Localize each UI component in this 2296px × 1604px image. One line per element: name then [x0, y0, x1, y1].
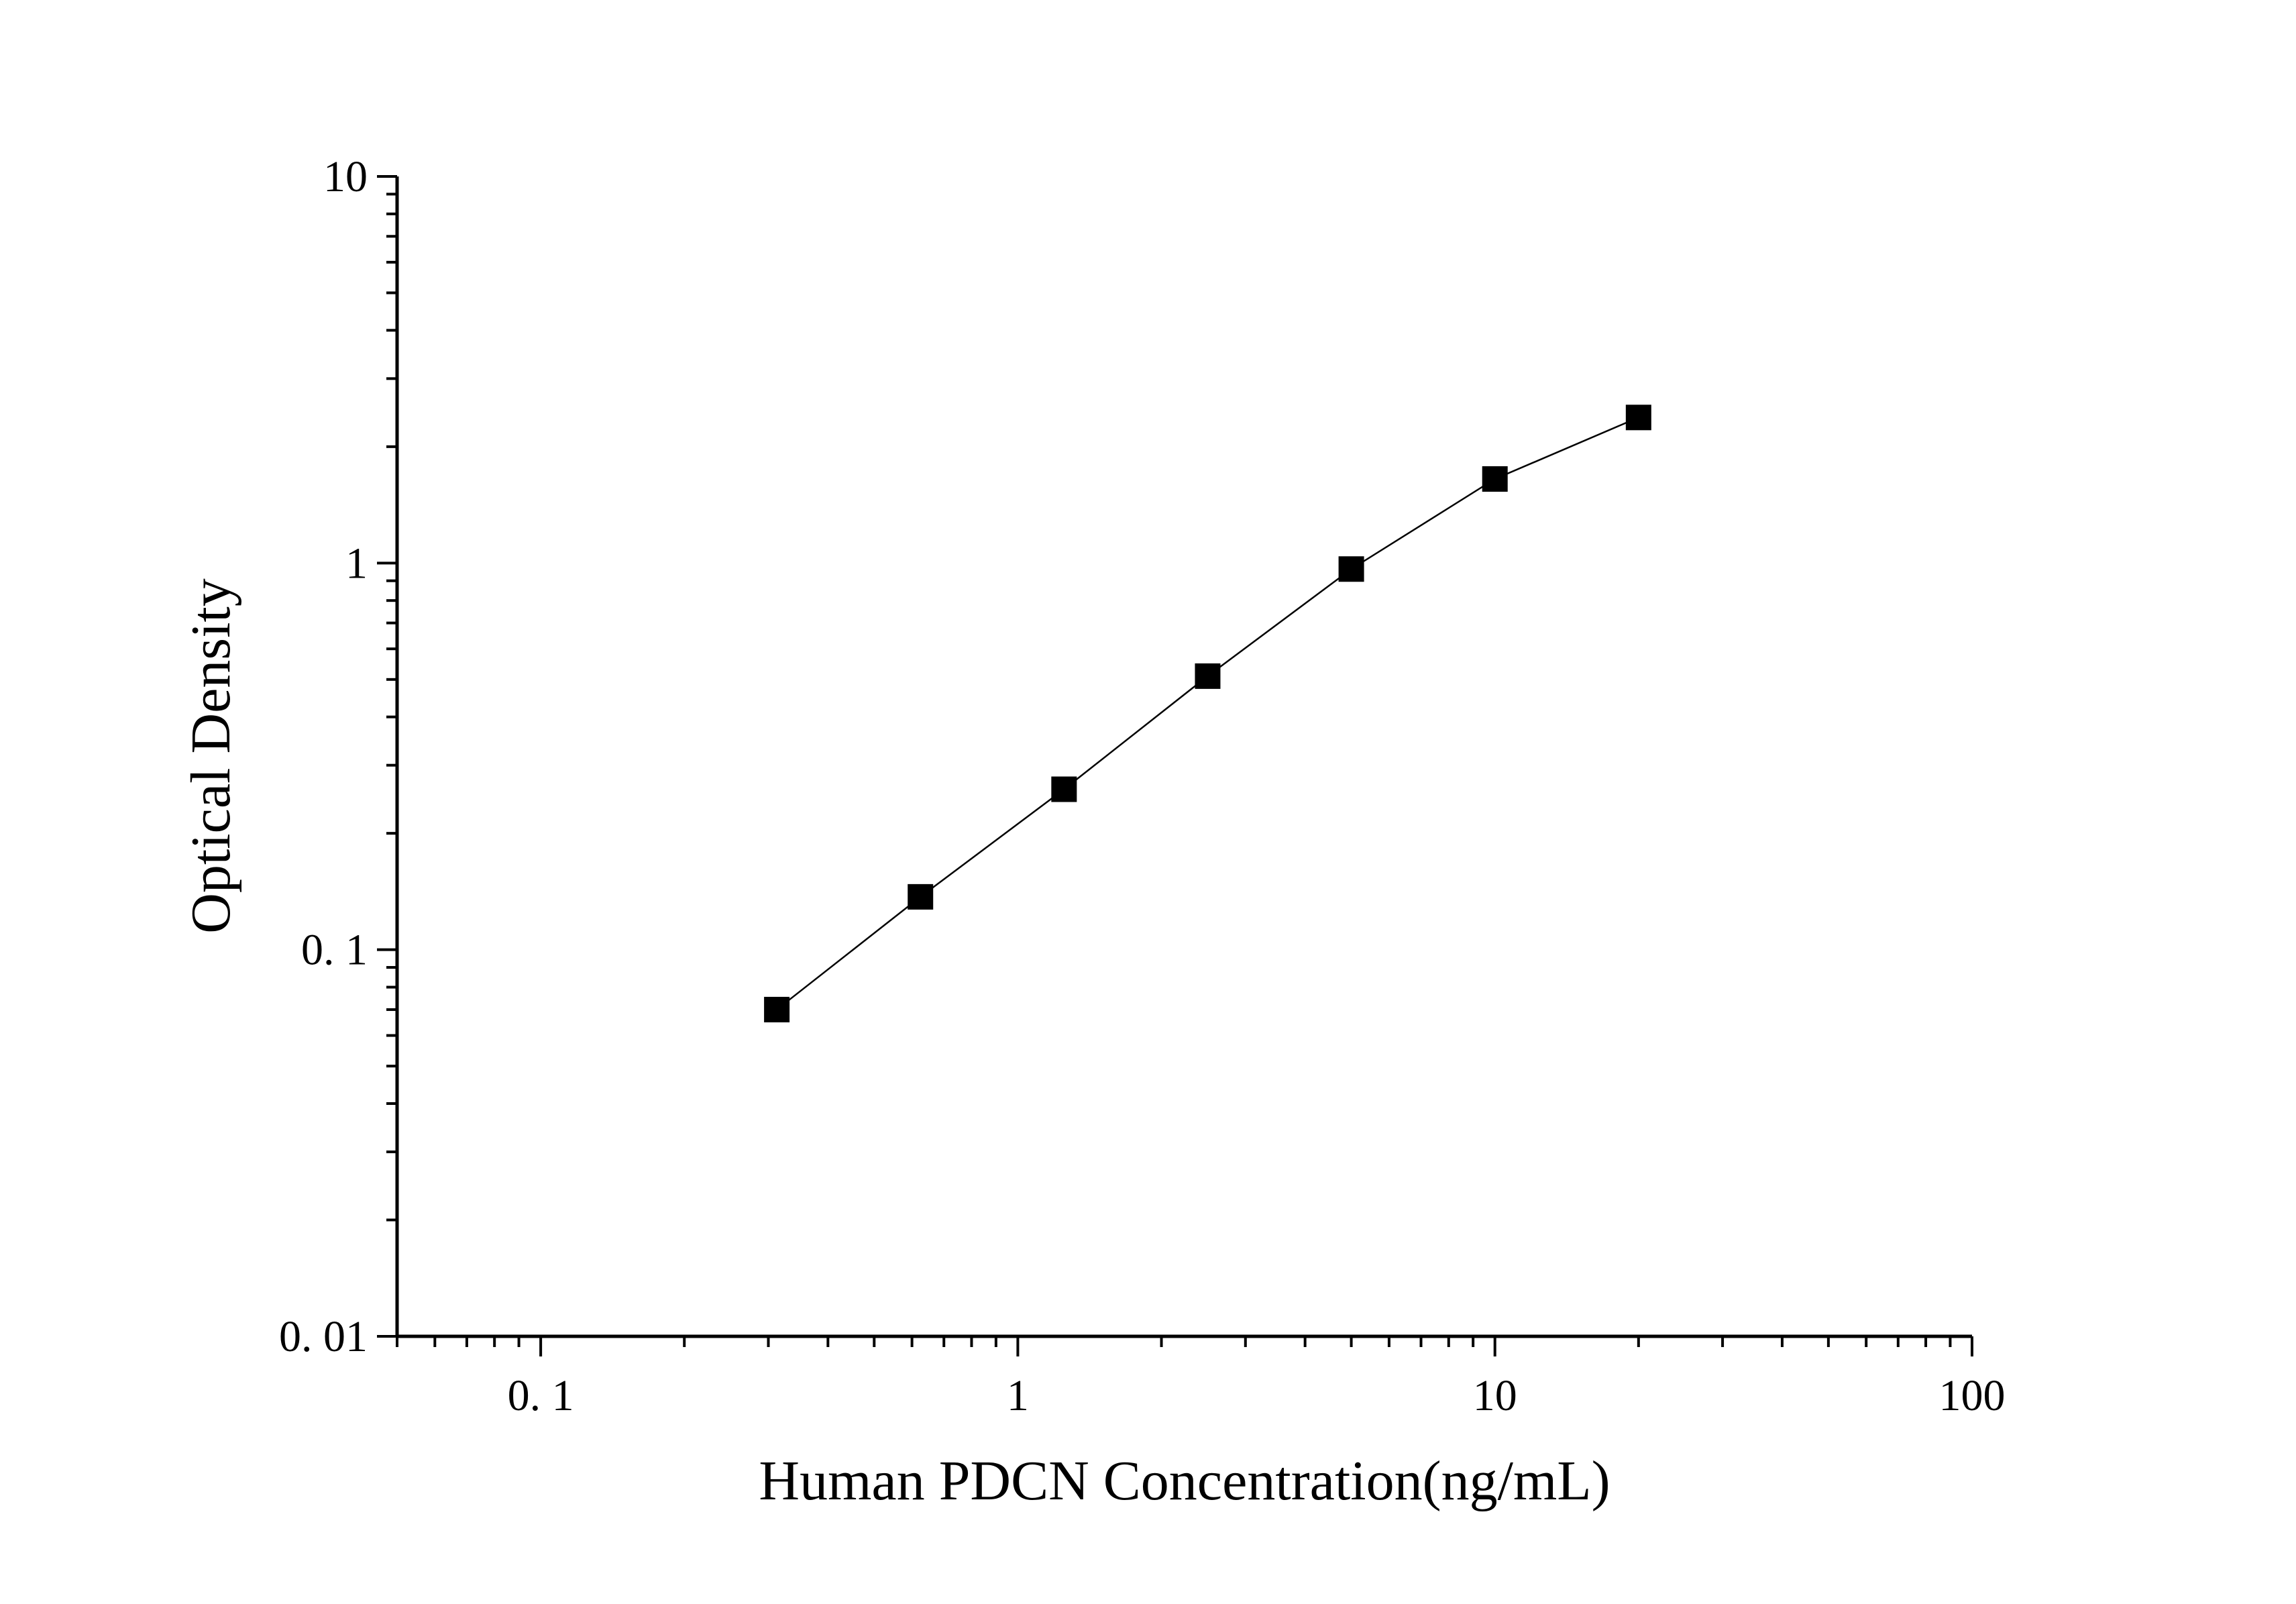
series-line: [776, 417, 1639, 1010]
y-tick-label: 1: [345, 539, 368, 588]
data-point: [1195, 663, 1221, 689]
data-point: [1051, 776, 1077, 802]
x-tick-label: 10: [1473, 1371, 1517, 1420]
x-tick-label: 1: [1007, 1371, 1029, 1420]
y-tick-label: 0. 01: [279, 1312, 368, 1361]
data-point: [1482, 466, 1508, 492]
x-axis-label: Human PDCN Concentration(ng/mL): [759, 1450, 1610, 1512]
ticks: 0. 1 1 10 100 0. 01 0. 1 1 10: [279, 152, 2006, 1420]
data-point: [1338, 556, 1364, 582]
x-tick-label: 0. 1: [508, 1371, 574, 1420]
y-tick-label: 0. 1: [301, 926, 368, 975]
plot-area: [764, 405, 1651, 1022]
data-point: [908, 884, 934, 910]
data-point: [764, 996, 790, 1022]
data-point: [1625, 405, 1651, 431]
y-axis-label: Optical Density: [180, 578, 242, 934]
y-tick-label: 10: [323, 152, 368, 201]
x-tick-label: 100: [1939, 1371, 2006, 1420]
axes: [395, 176, 1972, 1338]
